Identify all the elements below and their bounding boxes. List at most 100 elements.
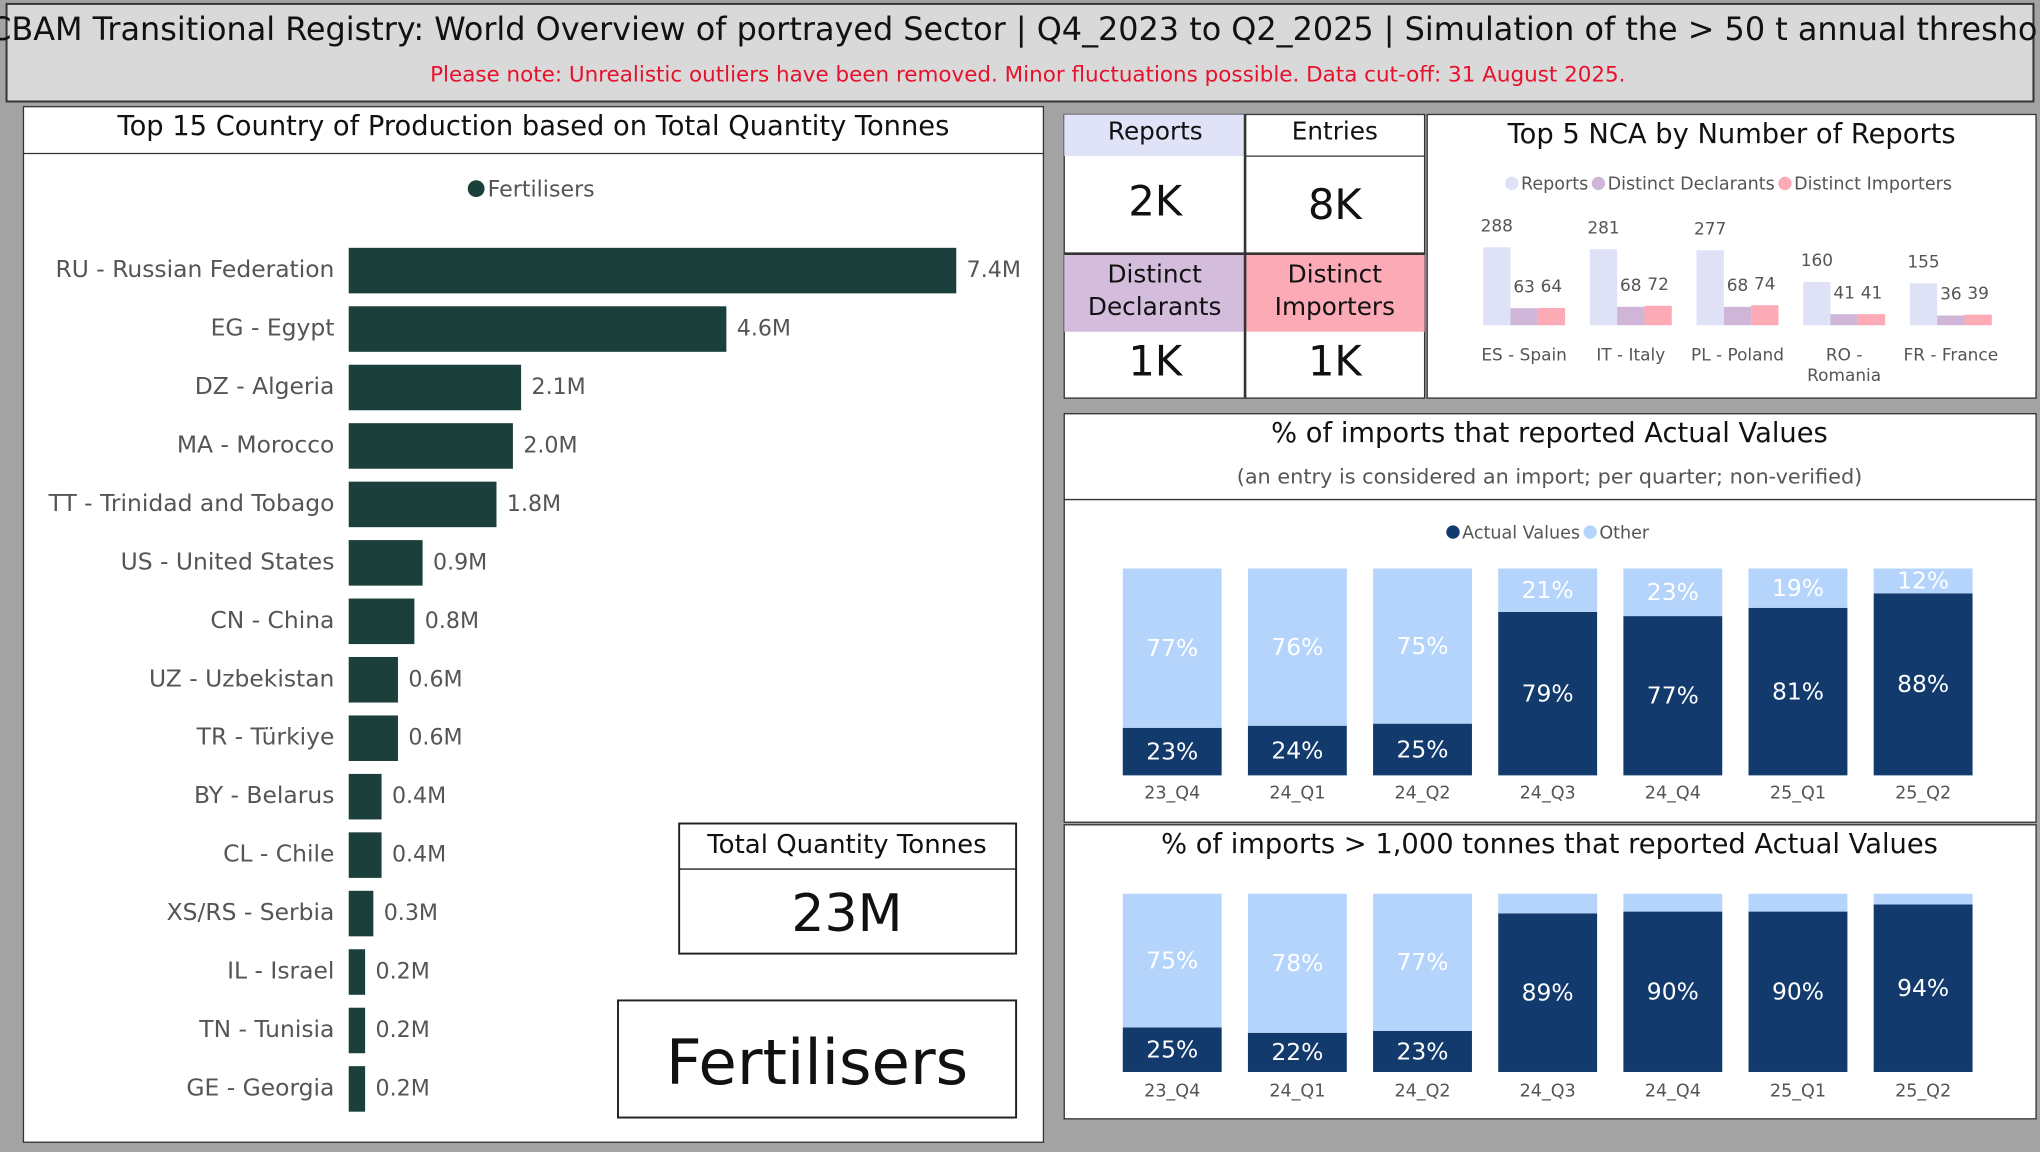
bar-segment <box>1122 727 1222 776</box>
chart-title: % of imports > 1,000 tonnes that reporte… <box>1161 829 1938 860</box>
bar-segment <box>1873 568 1973 594</box>
bar-segment <box>1623 568 1723 617</box>
bar-segment <box>1623 893 1723 912</box>
data-label: 281 <box>1587 217 1619 237</box>
category-label: RO - Romania <box>1807 346 1881 386</box>
kpi-value: 2K <box>1128 176 1183 225</box>
data-label: 77% <box>1647 682 1699 710</box>
data-label: 89% <box>1522 978 1574 1006</box>
bar <box>1537 307 1566 326</box>
data-label: 160 <box>1801 250 1833 270</box>
bar <box>348 598 415 645</box>
bar <box>1644 305 1672 326</box>
bar-segment <box>1373 568 1472 724</box>
kpi-label: Distinct Declarants <box>1087 260 1222 321</box>
header-title: CBAM Transitional Registry: World Overvi… <box>0 10 2040 48</box>
x-tick-label: 24_Q1 <box>1269 784 1325 804</box>
header-box <box>5 2 2035 103</box>
data-label: 2.1M <box>532 374 586 400</box>
bar-segment <box>1748 893 1848 912</box>
data-label: 21% <box>1522 576 1574 604</box>
legend-label: Distinct Importers <box>1794 175 1952 195</box>
bar-segment <box>1748 911 1848 1072</box>
bar-segment <box>1623 911 1723 1072</box>
category-label: CL - Chile <box>223 840 334 868</box>
category-label: ES - Spain <box>1481 346 1567 366</box>
bar-segment <box>1373 893 1472 1031</box>
data-label: 2.0M <box>523 432 577 458</box>
kpi-head <box>1245 253 1425 332</box>
data-label: 23% <box>1647 578 1699 606</box>
x-tick-label: 25_Q1 <box>1770 1082 1826 1102</box>
data-label: 0.4M <box>392 783 446 809</box>
data-label: 90% <box>1647 978 1699 1006</box>
category-label: PL - Poland <box>1691 346 1784 366</box>
bar <box>1937 315 1965 326</box>
data-label: 68 <box>1620 275 1642 295</box>
category-label: US - United States <box>121 547 335 575</box>
data-label: 4.6M <box>737 316 791 342</box>
legend-label: Other <box>1599 523 1650 543</box>
data-label: 75% <box>1397 632 1449 660</box>
bar-segment <box>1122 1027 1222 1072</box>
x-tick-label: 24_Q2 <box>1394 1082 1450 1102</box>
kpi-value: 8K <box>1308 180 1363 229</box>
data-label: 0.4M <box>392 842 446 868</box>
x-tick-label: 24_Q3 <box>1520 784 1576 804</box>
kpi-label: Reports <box>1108 117 1203 146</box>
data-label: 90% <box>1772 978 1824 1006</box>
data-label: 63 <box>1513 276 1535 296</box>
category-label: MA - Morocco <box>177 430 335 458</box>
bar-segment <box>1498 913 1598 1072</box>
legend-marker <box>1446 525 1460 539</box>
data-label: 0.2M <box>376 1017 430 1043</box>
legend-marker <box>1591 176 1606 191</box>
legend-marker <box>1583 525 1597 539</box>
chart-title: Top 5 NCA by Number of Reports <box>1507 119 1956 150</box>
data-label: 78% <box>1271 949 1323 977</box>
bar <box>348 832 382 878</box>
kpi-card <box>678 822 1018 955</box>
kpi-label: Distinct Importers <box>1274 260 1395 321</box>
legend-label: Distinct Declarants <box>1608 175 1775 195</box>
bar <box>348 540 423 586</box>
data-label: 0.6M <box>408 725 462 751</box>
bar <box>348 773 382 820</box>
category-label: PL - Poland <box>1691 346 1784 366</box>
data-label: 64 <box>1541 276 1563 296</box>
bar-segment <box>1748 568 1848 608</box>
category-label: TT - Trinidad and Tobago <box>48 489 335 517</box>
data-label: 23% <box>1146 737 1198 765</box>
bar <box>1803 281 1831 326</box>
bar <box>1964 314 1992 326</box>
sector-card <box>617 999 1018 1119</box>
category-label: IT - Italy <box>1596 346 1666 366</box>
data-label: 23% <box>1397 1037 1449 1065</box>
data-label: 74 <box>1754 273 1776 293</box>
legend-label: Reports <box>1521 175 1588 195</box>
kpi-value: 23M <box>791 884 902 944</box>
x-tick-label: 24_Q1 <box>1269 1082 1325 1102</box>
data-label: 94% <box>1897 974 1949 1002</box>
category-label: ES - Spain <box>1481 346 1567 366</box>
kpi-value: 1K <box>1308 336 1363 385</box>
data-label: 41 <box>1861 282 1883 302</box>
bar <box>348 949 366 995</box>
data-label: 25% <box>1146 1036 1198 1064</box>
data-label: 155 <box>1907 251 1939 271</box>
data-label: 0.9M <box>433 549 487 575</box>
x-tick-label: 25_Q1 <box>1770 784 1826 804</box>
bar <box>348 656 398 703</box>
legend-marker <box>467 180 485 198</box>
kpi-label: Distinct Declarants <box>1087 260 1222 321</box>
legend-marker <box>1778 176 1792 191</box>
x-tick-label: 24_Q2 <box>1394 784 1450 804</box>
bar-segment <box>1122 568 1222 728</box>
chart-subtitle: (an entry is considered an import; per q… <box>1237 464 1863 488</box>
data-label: 0.3M <box>384 900 438 926</box>
header-note: Please note: Unrealistic outliers have b… <box>430 62 1625 87</box>
bar <box>1617 306 1645 326</box>
bar <box>348 1066 366 1112</box>
bar <box>1723 306 1752 326</box>
